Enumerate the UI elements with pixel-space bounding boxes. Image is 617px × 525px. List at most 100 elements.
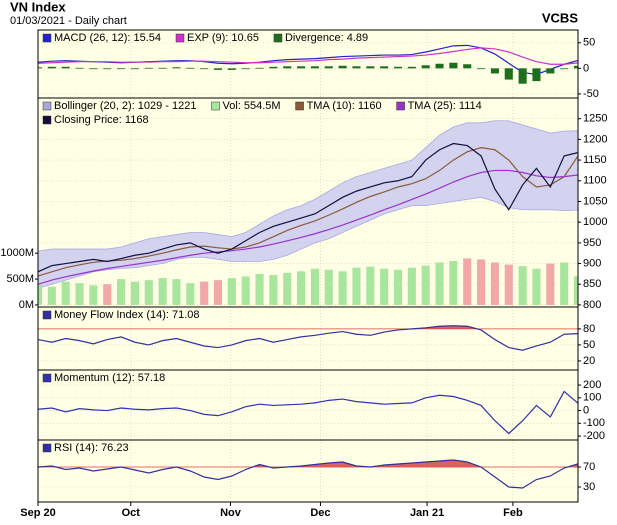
bar: [89, 285, 98, 305]
y-tick-label: 950: [583, 237, 601, 249]
overbought-fill: [38, 460, 578, 467]
panel: [38, 370, 578, 440]
y-tick-label: -50: [583, 88, 599, 100]
bar: [573, 65, 578, 69]
bar: [463, 64, 472, 69]
legend-swatch: [42, 373, 52, 383]
y-tick-label: 0: [583, 404, 589, 416]
y2-tick-label: 0M: [19, 299, 34, 311]
bar: [518, 68, 527, 84]
bar: [283, 272, 292, 305]
line: [38, 459, 578, 489]
bar: [130, 281, 139, 305]
y2-tick-label: 500M: [6, 273, 34, 285]
bar: [324, 66, 333, 69]
y-tick-label: 1000: [583, 216, 607, 228]
bar: [407, 66, 416, 69]
legend-label: Bollinger (20, 2): 1029 - 1221: [54, 100, 196, 112]
y-tick-label: 80: [583, 323, 595, 335]
legend-label: TMA (25): 1114: [408, 100, 482, 112]
bar: [38, 284, 43, 305]
bar: [172, 67, 181, 69]
bar: [47, 286, 56, 305]
bar: [269, 274, 278, 305]
bar: [227, 68, 236, 70]
legend-swatch: [42, 101, 52, 111]
bar: [310, 268, 319, 305]
bar: [573, 276, 578, 305]
line: [38, 325, 578, 351]
legend-label: Divergence: 4.89: [285, 32, 368, 44]
bar: [213, 68, 223, 70]
bar: [407, 267, 416, 305]
y-tick-label: 50: [583, 37, 595, 49]
bar: [532, 268, 541, 305]
bar: [546, 68, 555, 74]
y-tick-label: 30: [583, 481, 595, 493]
legend-swatch: [175, 33, 185, 43]
plot: [38, 98, 578, 307]
y-tick-label: 1100: [583, 175, 607, 187]
bar: [504, 68, 513, 80]
bar: [186, 67, 195, 69]
legend-swatch: [211, 101, 220, 111]
y-tick-label: 100: [583, 392, 601, 404]
bar: [310, 66, 319, 69]
bar: [144, 67, 153, 69]
bar: [61, 66, 70, 69]
panel-border: [37, 439, 579, 503]
x-tick-label: Dec: [310, 507, 330, 519]
y-tick-label: 800: [583, 299, 601, 311]
legend-label: EXP (9): 10.65: [187, 32, 259, 44]
bar: [117, 279, 126, 305]
bar: [518, 266, 527, 305]
source: VCBS: [542, 10, 578, 25]
legend-swatch: [295, 101, 304, 111]
bar: [117, 68, 126, 70]
bar: [338, 65, 347, 69]
bar: [241, 276, 250, 305]
panel: [38, 30, 578, 98]
legend-swatch: [42, 310, 52, 320]
bar: [380, 268, 389, 305]
bar: [269, 66, 278, 69]
bar: [449, 62, 458, 69]
bar: [158, 67, 167, 69]
bar: [297, 66, 306, 69]
bar: [477, 68, 486, 70]
x-tick-label: Oct: [122, 507, 141, 519]
y-tick-label: 1250: [583, 113, 607, 125]
bar: [435, 63, 444, 69]
bar: [393, 269, 403, 305]
plot: [38, 307, 578, 370]
legend-swatch: [396, 101, 405, 111]
legend-label: MACD (26, 12): 15.54: [54, 32, 161, 44]
x-tick-label: Nov: [220, 507, 242, 519]
bar: [449, 260, 458, 305]
bar: [144, 280, 153, 305]
line: [38, 142, 578, 273]
bar: [47, 66, 56, 69]
line: [38, 147, 578, 277]
legend-swatch: [42, 33, 52, 43]
plot: [38, 30, 578, 98]
legend-label: Closing Price: 1168: [54, 114, 149, 126]
bar: [366, 266, 375, 305]
bar: [227, 278, 236, 305]
bar: [200, 68, 209, 70]
legend-label: TMA (10): 1160: [307, 100, 382, 112]
panel: [38, 440, 578, 502]
bar: [61, 281, 70, 305]
bar: [213, 280, 223, 305]
bar: [532, 68, 541, 82]
bar: [89, 68, 98, 70]
bar: [75, 283, 84, 305]
y-tick-label: 1150: [583, 154, 607, 166]
y-tick-label: 850: [583, 278, 601, 290]
bar: [366, 66, 375, 69]
bar: [477, 259, 486, 305]
y-tick-label: 1050: [583, 195, 607, 207]
title: VN Index: [10, 0, 66, 14]
y-tick-label: 50: [583, 339, 595, 351]
